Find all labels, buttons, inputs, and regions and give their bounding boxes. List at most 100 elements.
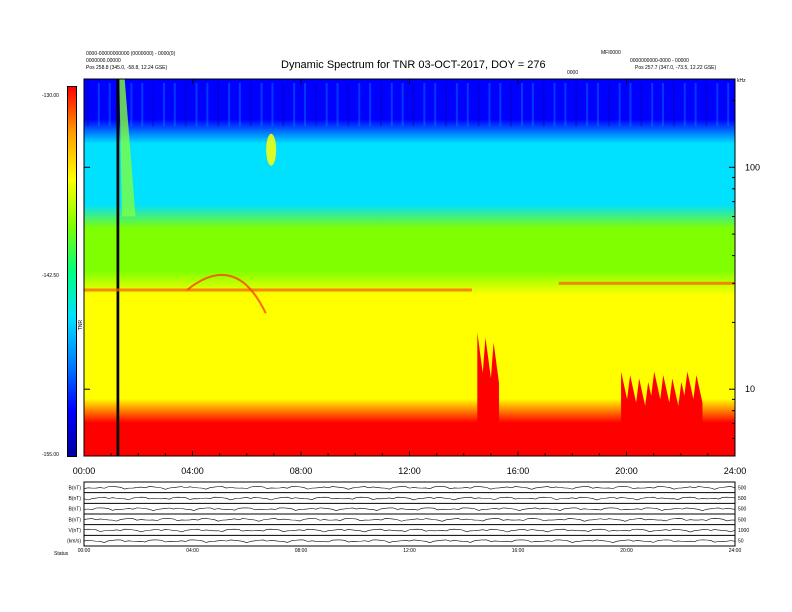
- lower-right-label: 500: [738, 517, 747, 523]
- lower-left-label: B(nT): [69, 507, 82, 513]
- blue-texture: [531, 83, 534, 127]
- blue-texture: [542, 83, 545, 127]
- lower-trace: [83, 507, 736, 511]
- blue-texture: [466, 83, 469, 127]
- lower-left-label: B(nT): [69, 496, 82, 502]
- x-tick-label: 20:00: [615, 466, 638, 476]
- blue-texture: [477, 83, 480, 127]
- blue-texture: [564, 83, 567, 127]
- blue-texture: [445, 83, 448, 127]
- x-tick-label: 00:00: [73, 466, 96, 476]
- colorbar-top-label: -130.00: [42, 93, 59, 99]
- blue-texture: [499, 83, 502, 127]
- blue-texture: [249, 83, 252, 127]
- x-tick-label: 16:00: [507, 466, 530, 476]
- header-right-line2: 0000000000-0000 - 00000: [630, 58, 689, 64]
- blue-texture: [141, 83, 144, 127]
- band-edge-line: [558, 281, 735, 285]
- lower-right-label: 500: [738, 507, 747, 513]
- band-transition: [84, 119, 735, 144]
- x-tick-label: 04:00: [181, 466, 204, 476]
- blue-texture: [336, 83, 339, 127]
- blue-texture: [184, 83, 187, 127]
- blue-texture: [130, 83, 133, 127]
- blue-texture: [195, 83, 198, 127]
- footer-status: Status: [54, 551, 69, 557]
- header-right-line3: Pos 257.7 (347.0, -73.5, 12.22 GSE): [635, 65, 717, 71]
- band-transition: [84, 204, 735, 229]
- blue-texture: [694, 83, 697, 127]
- y-unit-label: kHz: [737, 78, 746, 84]
- blue-texture: [379, 83, 382, 127]
- blue-texture: [358, 83, 361, 127]
- blue-texture: [87, 83, 89, 127]
- lower-right-label: 500: [738, 485, 747, 491]
- y-tick-label: 100: [745, 162, 760, 172]
- blue-texture: [607, 83, 610, 127]
- spectrum-band: [84, 131, 735, 217]
- blue-texture: [434, 83, 437, 127]
- emission-blob: [266, 133, 277, 166]
- blue-texture: [575, 83, 578, 127]
- data-gap-line: [116, 79, 120, 456]
- lower-x-tick-label: 00:00: [78, 548, 91, 554]
- blue-texture: [423, 83, 426, 127]
- colorbar-mid-label: -142.50: [42, 273, 59, 279]
- blue-texture: [162, 83, 165, 127]
- lower-x-tick-label: 24:00: [729, 548, 742, 554]
- arc-feature: [186, 273, 267, 314]
- blue-texture: [521, 83, 523, 127]
- x-tick-label: 08:00: [290, 466, 313, 476]
- blue-texture: [238, 83, 241, 127]
- blue-texture: [271, 83, 274, 127]
- emission-wedge: [119, 79, 136, 217]
- x-tick-label: 24:00: [724, 466, 747, 476]
- emission-burst: [477, 332, 500, 456]
- spectrum-band: [84, 283, 735, 411]
- lower-left-label: B(nT): [69, 517, 82, 523]
- blue-texture: [553, 83, 556, 127]
- blue-texture: [206, 83, 209, 127]
- blue-texture: [314, 83, 317, 127]
- y-tick-label: 10: [745, 384, 755, 394]
- blue-texture: [455, 83, 458, 127]
- blue-texture: [629, 83, 632, 127]
- lower-x-tick-label: 20:00: [620, 548, 633, 554]
- lower-trace: [83, 539, 736, 543]
- x-tick-label: 12:00: [398, 466, 421, 476]
- header-left-line1: 0000-00000000000 (0000000) - 0000(0): [86, 51, 176, 57]
- lower-trace: [83, 518, 736, 522]
- blue-texture: [347, 83, 350, 127]
- blue-texture: [390, 83, 393, 127]
- blue-texture: [152, 83, 155, 127]
- emission-burst: [621, 371, 703, 456]
- blue-texture: [662, 83, 665, 127]
- blue-texture: [727, 83, 730, 127]
- blue-texture: [640, 83, 643, 127]
- blue-texture: [683, 83, 686, 127]
- lower-left-label: (km/s): [67, 539, 81, 545]
- blue-texture: [596, 83, 599, 127]
- blue-texture: [108, 83, 111, 127]
- lower-x-tick-label: 12:00: [403, 548, 416, 554]
- blue-texture: [716, 83, 719, 127]
- lower-x-tick-label: 16:00: [512, 548, 525, 554]
- lower-trace: [83, 486, 736, 490]
- blue-texture: [401, 83, 404, 127]
- header-left-line3: Pos 258.8 (345.0, -58.8, 12.24 GSE): [86, 65, 168, 71]
- header-center-small: 0000: [567, 70, 579, 76]
- lower-trace: [83, 496, 736, 501]
- blue-texture: [488, 83, 491, 127]
- lower-right-label: 1000: [738, 528, 749, 534]
- colorbar-bottom-label: -155.00: [42, 452, 59, 458]
- blue-texture: [217, 83, 220, 127]
- blue-texture: [228, 83, 231, 127]
- blue-texture: [325, 83, 328, 127]
- lower-trace: [83, 528, 736, 533]
- lower-right-label: 500: [738, 496, 747, 502]
- blue-texture: [618, 83, 621, 127]
- blue-texture: [672, 83, 675, 127]
- blue-texture: [260, 83, 263, 127]
- blue-texture: [304, 83, 306, 127]
